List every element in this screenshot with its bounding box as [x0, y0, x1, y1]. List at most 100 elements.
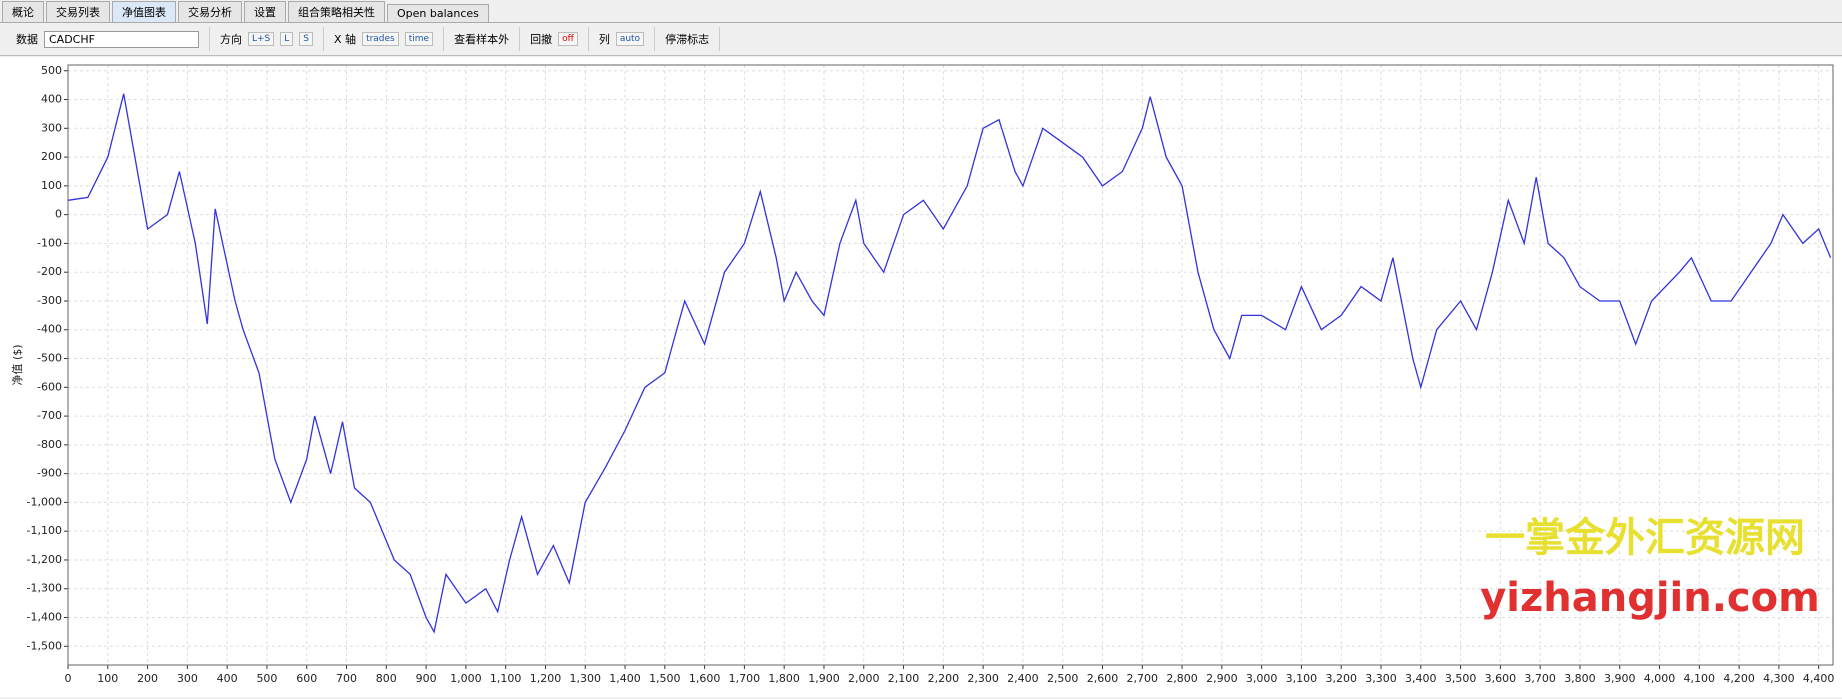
x-tick-label: 1,000: [450, 672, 482, 685]
y-tick-label: 300: [41, 121, 62, 134]
tab[interactable]: 设置: [244, 1, 286, 22]
x-tick-label: 200: [137, 672, 158, 685]
x-tick-label: 0: [65, 672, 72, 685]
x-axis-button[interactable]: time: [404, 32, 434, 46]
group: 回撤 off: [520, 27, 589, 51]
x-tick-label: 500: [256, 672, 277, 685]
label: 数据: [16, 33, 38, 46]
x-tick-label: 1,500: [649, 672, 681, 685]
x-tick-label: 4,200: [1723, 672, 1755, 685]
x-tick-label: 100: [97, 672, 118, 685]
x-tick-label: 4,400: [1803, 672, 1835, 685]
label: X 轴: [334, 33, 357, 46]
label: 列: [598, 33, 610, 46]
direction-button[interactable]: L: [280, 32, 294, 46]
y-tick-label: -500: [37, 352, 62, 365]
x-tick-label: 2,600: [1087, 672, 1119, 685]
x-tick-label: 3,100: [1286, 672, 1318, 685]
y-tick-label: -1,000: [27, 495, 62, 508]
x-tick-label: 3,900: [1604, 672, 1636, 685]
x-axis-button[interactable]: trades: [362, 32, 399, 46]
y-tick-label: -1,500: [27, 639, 62, 652]
x-tick-label: 600: [296, 672, 317, 685]
group: 查看样本外: [444, 27, 521, 51]
x-tick-label: 900: [416, 672, 437, 685]
x-tick-label: 3,400: [1405, 672, 1437, 685]
tab[interactable]: Open balances: [387, 4, 489, 22]
y-tick-label: -100: [37, 236, 62, 249]
direction-button[interactable]: L+S: [248, 32, 275, 46]
drawdown-button[interactable]: off: [558, 32, 578, 46]
symbol-select[interactable]: CADCHF: [44, 30, 199, 48]
y-tick-label: -1,200: [27, 553, 62, 566]
y-tick-label: 400: [41, 93, 62, 106]
x-tick-label: 1,100: [490, 672, 522, 685]
x-tick-label: 2,900: [1206, 672, 1238, 685]
x-tick-label: 2,300: [967, 672, 999, 685]
x-tick-label: 2,000: [848, 672, 880, 685]
y-tick-label: -1,100: [27, 524, 62, 537]
x-tick-label: 2,100: [888, 672, 920, 685]
x-tick-label: 3,300: [1365, 672, 1397, 685]
x-tick-label: 2,200: [928, 672, 960, 685]
y-tick-label: -1,300: [27, 582, 62, 595]
columns-button[interactable]: auto: [615, 32, 645, 46]
y-tick-label: -200: [37, 265, 62, 278]
watermark: 一掌金外汇资源网: [1485, 515, 1805, 561]
label: 回撤: [530, 33, 553, 46]
plot-frame: [67, 64, 1834, 666]
x-tick-label: 3,200: [1325, 672, 1357, 685]
y-tick-label: 0: [55, 208, 62, 221]
x-tick-label: 2,400: [1007, 672, 1039, 685]
x-tick-label: 3,600: [1485, 672, 1517, 685]
x-tick-label: 1,900: [808, 672, 840, 685]
x-tick-label: 1,700: [729, 672, 761, 685]
x-tick-label: 800: [376, 672, 397, 685]
toolbar: 数据 CADCHF 方向 L+S L S X 轴 trades time 查看样本外 回撤 o…: [0, 23, 1842, 56]
x-tick-label: 1,600: [689, 672, 721, 685]
x-tick-label: 2,500: [1047, 672, 1079, 685]
y-tick-label: -900: [37, 467, 62, 480]
tab[interactable]: 组合策略相关性: [288, 1, 385, 22]
y-tick-label: 200: [41, 150, 62, 163]
y-tick-label: -800: [37, 438, 62, 451]
tab[interactable]: 概论: [2, 1, 44, 22]
chart: 净值 ($) 一掌金外汇资源网 yizhangjin.com -1,500 -1,…: [0, 57, 1842, 697]
tab[interactable]: 交易列表: [46, 1, 110, 22]
x-tick-label: 700: [336, 672, 357, 685]
y-tick-label: -700: [37, 409, 62, 422]
x-tick-label: 3,000: [1246, 672, 1278, 685]
label[interactable]: 停滞标志: [665, 33, 710, 46]
x-tick-label: 300: [177, 672, 198, 685]
y-tick-label: -300: [37, 294, 62, 307]
tab[interactable]: 交易分析: [178, 1, 242, 22]
x-tick-label: 2,800: [1166, 672, 1198, 685]
group: X 轴 trades time: [324, 27, 445, 51]
x-tick-label: 4,100: [1684, 672, 1716, 685]
y-tick-label: 100: [41, 179, 62, 192]
y-tick-label: 500: [41, 64, 62, 77]
group: 列 auto: [589, 27, 656, 51]
equity-line: [67, 93, 1832, 634]
watermark: yizhangjin.com: [1480, 575, 1820, 621]
direction-button[interactable]: S: [299, 32, 314, 46]
label: 方向: [220, 33, 242, 46]
x-tick-label: 4,000: [1644, 672, 1676, 685]
x-tick-label: 1,300: [569, 672, 601, 685]
tab-bar: 概论 交易列表 净值图表 交易分析 设置 组合策略相关性 Open balanc…: [0, 0, 1842, 23]
x-tick-label: 400: [217, 672, 238, 685]
x-tick-label: 3,500: [1445, 672, 1477, 685]
y-tick-label: -1,400: [27, 611, 62, 624]
x-tick-label: 3,700: [1524, 672, 1556, 685]
y-tick-label: -600: [37, 380, 62, 393]
x-tick-label: 3,800: [1564, 672, 1596, 685]
x-tick-label: 1,800: [768, 672, 800, 685]
label[interactable]: 查看样本外: [454, 33, 510, 46]
tab[interactable]: 净值图表: [112, 1, 176, 22]
group: 数据 CADCHF: [6, 27, 210, 51]
x-tick-label: 1,200: [530, 672, 562, 685]
group: 方向 L+S L S: [210, 27, 325, 51]
x-tick-label: 1,400: [609, 672, 641, 685]
y-axis-label: 净值 ($): [10, 344, 24, 385]
